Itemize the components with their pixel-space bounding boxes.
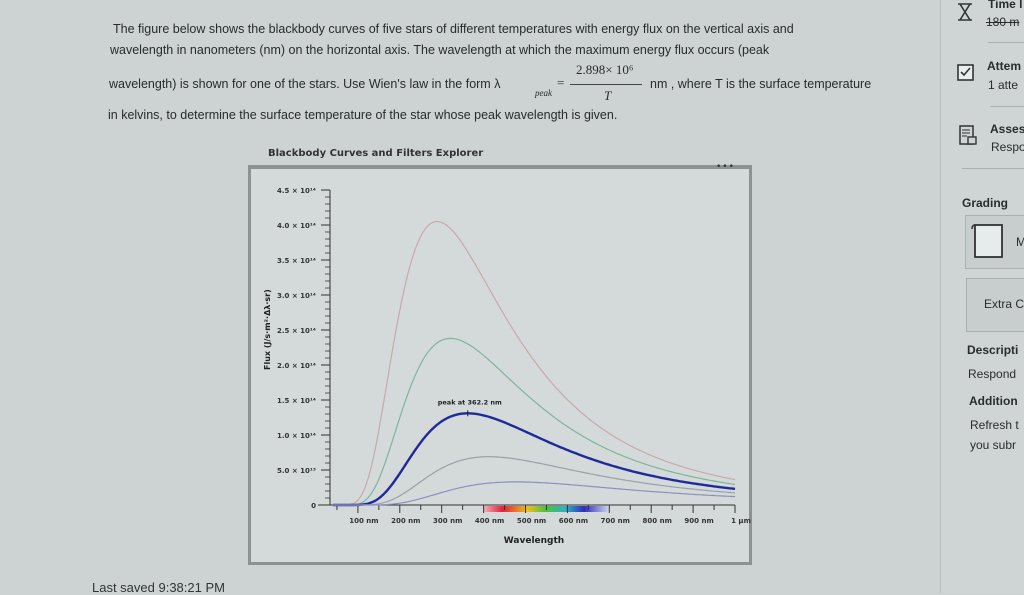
chart-menu-button[interactable]: ••• [716,162,735,172]
question-line-1: The figure below shows the blackbody cur… [113,22,794,36]
assessment-value: Respo [991,140,1024,154]
last-saved-status: Last saved 9:38:21 PM [92,580,225,595]
y-tick-label: 3.5 × 10¹⁴ [277,257,316,265]
x-tick-label: 300 nm [433,517,462,525]
additional-line-2: you subr [970,438,1017,452]
y-tick-label: 4.0 × 10¹⁴ [277,222,316,230]
attempts-label: Attem [987,59,1022,73]
attempts-value: 1 atte [988,78,1019,92]
extra-credit-button[interactable] [966,278,1024,332]
grading-item-label: M [1016,235,1024,249]
fraction-numerator: 2.898× 10⁶ [576,62,634,77]
x-tick-label: 700 nm [601,517,630,525]
x-tick-label: 1 µm [731,517,751,525]
divider [988,42,1024,43]
chart-frame [248,165,752,565]
x-tick-label: 200 nm [391,517,420,525]
y-tick-label: 2.0 × 10¹⁴ [277,362,316,370]
question-line-3b: nm , where T is the surface temperature [650,77,872,91]
y-tick-label: 1.5 × 10¹⁴ [277,397,316,405]
y-tick-label: 2.5 × 10¹⁴ [277,327,316,335]
hourglass-icon [958,3,972,21]
description-heading: Descripti [967,343,1019,357]
description-value: Respond [968,367,1017,381]
lambda-subscript: peak [535,88,552,98]
fraction-bar [570,84,642,85]
y-tick-label: 1.0 × 10¹⁴ [277,432,316,440]
series-curve-1 [332,220,736,506]
x-tick-label: 900 nm [684,517,713,525]
question-line-3a: wavelength) is shown for one of the star… [109,77,501,91]
question-line-2: wavelength in nanometers (nm) on the hor… [110,43,770,57]
series-curve-5 [332,481,736,506]
y-axis-label: Flux (J/s·m²·Δλ·sr) [263,289,272,370]
divider [962,168,1024,169]
extra-credit-label: Extra C [984,297,1024,311]
question-line-4: in kelvins, to determine the surface tem… [108,108,618,122]
divider [990,106,1024,107]
x-axis-label: Wavelength [504,536,564,546]
additional-line-1: Refresh t [970,418,1019,432]
y-tick-label: 0 [311,502,316,510]
document-icon [971,224,1003,258]
y-tick-label: 5.0 × 10¹³ [277,467,316,475]
fraction-denominator: T [604,88,612,103]
checkbox-attempts-icon [957,64,974,81]
y-tick-label: 3.0 × 10¹⁴ [277,292,316,300]
series-curve-4 [332,456,736,506]
series-curve-2 [332,337,736,506]
x-tick-label: 800 nm [643,517,672,525]
x-tick-label: 600 nm [559,517,588,525]
equals-sign: = [557,75,565,90]
x-tick-label: 100 nm [349,517,378,525]
peak-annotation: peak at 362.2 nm [438,398,502,406]
assessment-lock-icon [959,125,977,145]
x-tick-label: 400 nm [475,517,504,525]
chart-title: Blackbody Curves and Filters Explorer [268,148,484,159]
grading-heading: Grading [962,196,1009,210]
series-curve-3 [332,412,736,507]
additional-heading: Addition [969,394,1018,408]
time-limit-value: 180 m [986,15,1020,29]
assessment-label: Asses [990,122,1024,136]
y-tick-label: 4.5 × 10¹⁴ [277,187,316,195]
x-tick-label: 500 nm [517,517,546,525]
time-limit-label: Time l [988,0,1023,11]
